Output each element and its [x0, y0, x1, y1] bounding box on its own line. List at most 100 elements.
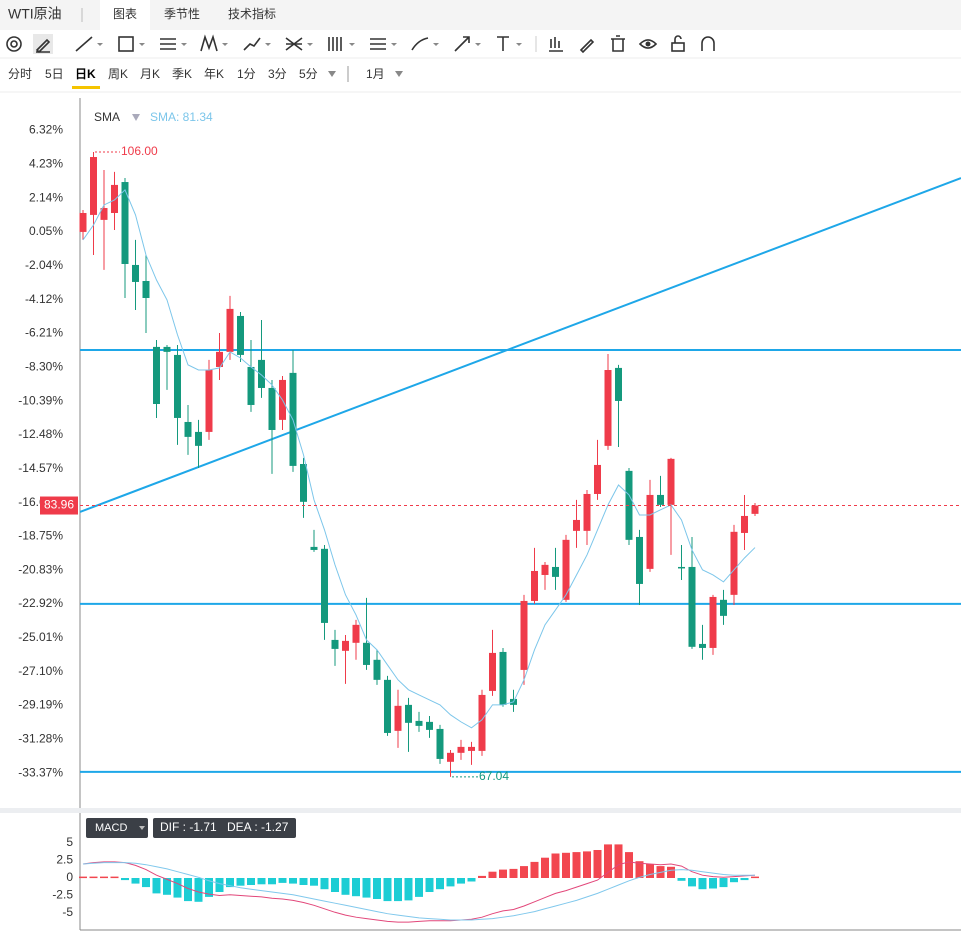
- tool-brush[interactable]: [411, 37, 439, 51]
- candle-body: [489, 652, 496, 691]
- range[interactable]: 1月: [366, 67, 385, 81]
- candle-body: [468, 746, 475, 751]
- y-tick-label: -6.21%: [25, 326, 63, 340]
- tool-fib[interactable]: [328, 37, 355, 51]
- macd-bar: [121, 877, 129, 881]
- candle-body: [226, 308, 234, 352]
- macd-bar: [89, 876, 98, 879]
- macd-badge[interactable]: [86, 818, 148, 838]
- tool-line[interactable]: [75, 36, 103, 52]
- candle-body: [121, 182, 129, 264]
- period[interactable]: 月K: [140, 67, 160, 81]
- macd-legend-box: [153, 818, 296, 838]
- macd-bar: [257, 877, 266, 885]
- period[interactable]: 5分: [299, 67, 318, 81]
- dea-line: [82, 862, 755, 921]
- macd-bar: [131, 877, 140, 884]
- sma-toggle[interactable]: [132, 114, 140, 121]
- candle-body: [426, 721, 433, 730]
- period[interactable]: 日K: [75, 67, 96, 81]
- tool-rect[interactable]: [118, 36, 145, 52]
- candle-body: [142, 280, 150, 298]
- tool-delete[interactable]: [611, 35, 625, 52]
- candle-body: [216, 351, 223, 367]
- macd-bar: [688, 877, 696, 887]
- candle-body: [100, 208, 108, 220]
- period[interactable]: 周K: [108, 67, 128, 81]
- macd-tick-label: -2.5: [52, 888, 73, 902]
- candle-body: [636, 536, 643, 584]
- candle-body: [321, 548, 328, 623]
- tool-fork[interactable]: [285, 37, 313, 51]
- macd-bar: [289, 877, 297, 884]
- macd-bar: [509, 868, 518, 878]
- tool-lock[interactable]: [671, 35, 685, 52]
- macd-bar: [373, 877, 381, 899]
- candle-body: [583, 493, 591, 531]
- macd-bar: [625, 852, 633, 878]
- macd-bar: [383, 877, 392, 902]
- range-dropdown[interactable]: [395, 71, 403, 77]
- macd-bar: [79, 876, 87, 879]
- macd-bar: [425, 877, 434, 892]
- period[interactable]: 5日: [45, 67, 64, 81]
- tool-magnet[interactable]: [6, 36, 22, 52]
- macd-bar: [614, 844, 623, 878]
- tool-indicator[interactable]: [549, 37, 563, 52]
- candle-body: [79, 212, 87, 232]
- period[interactable]: 3分: [268, 67, 287, 81]
- macd-bar: [593, 849, 602, 878]
- tool-text[interactable]: [497, 36, 522, 51]
- tool-edit[interactable]: [579, 38, 595, 54]
- period-dropdown[interactable]: [328, 71, 336, 77]
- macd-bar: [740, 877, 749, 881]
- candle-body: [132, 264, 139, 282]
- tool-arrow[interactable]: [454, 36, 481, 52]
- tool-lines[interactable]: [160, 38, 187, 50]
- tool-channel[interactable]: [370, 38, 397, 50]
- candle-body: [499, 651, 507, 705]
- macd-bar: [320, 877, 329, 890]
- period[interactable]: 1分: [237, 67, 256, 81]
- y-tick-label: -4.12%: [25, 292, 63, 306]
- macd-bar: [299, 877, 308, 885]
- tab[interactable]: 技术指标: [228, 6, 276, 21]
- tool-magnet-snap[interactable]: [701, 36, 715, 51]
- y-tick-label: 4.23%: [29, 157, 63, 171]
- macd-bar: [583, 851, 591, 878]
- period[interactable]: 分时: [8, 67, 32, 81]
- macd-bar: [415, 877, 423, 897]
- y-tick-label: -20.83%: [18, 562, 63, 576]
- macd-tick-label: 0: [66, 870, 73, 884]
- candle-body: [741, 515, 748, 533]
- candle-body: [384, 679, 391, 733]
- macd-bar: [446, 877, 455, 887]
- macd-dropdown[interactable]: [139, 826, 145, 830]
- tab[interactable]: 图表: [113, 7, 137, 21]
- macd-bar: [551, 853, 560, 878]
- tab-active-bg: [100, 0, 150, 30]
- macd-bar: [541, 857, 549, 878]
- tool-pen[interactable]: [33, 34, 53, 54]
- candle-body: [688, 566, 696, 647]
- tab[interactable]: 季节性: [164, 7, 200, 21]
- sma-line: [82, 189, 756, 729]
- tool-wave[interactable]: [243, 37, 271, 51]
- candle-body: [352, 624, 360, 643]
- tool-pattern[interactable]: [200, 34, 228, 52]
- y-tick-label: 0.05%: [29, 224, 63, 238]
- macd-bar: [404, 877, 413, 901]
- tool-visibility[interactable]: [638, 39, 658, 49]
- candle-body: [457, 746, 465, 753]
- period[interactable]: 年K: [204, 67, 224, 81]
- macd-legend: DIF : -1.71: [160, 820, 217, 834]
- macd-bar: [751, 876, 759, 879]
- macd-bar: [499, 869, 507, 878]
- candle-body: [573, 519, 580, 531]
- candle-body: [394, 705, 402, 731]
- macd-bar: [226, 877, 234, 888]
- y-tick-label: -18.75%: [18, 529, 63, 543]
- candle-body: [184, 421, 192, 437]
- period[interactable]: 季K: [172, 67, 192, 81]
